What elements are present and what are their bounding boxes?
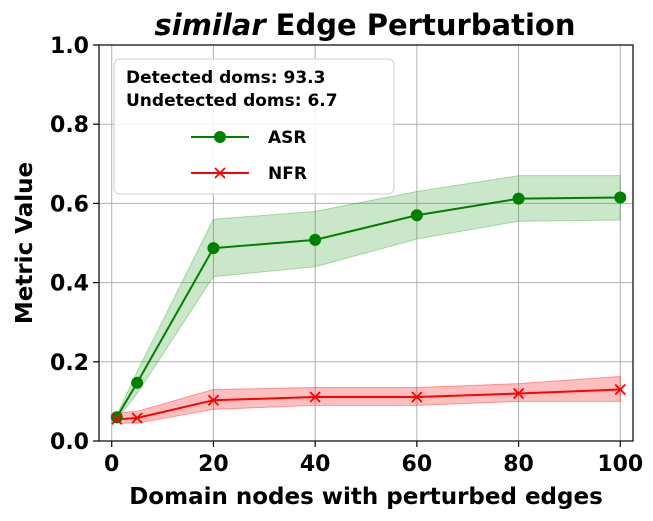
y-tick-label: 0.8 xyxy=(50,113,89,138)
plot-frame xyxy=(98,44,634,442)
x-tick-label: 80 xyxy=(503,452,534,477)
legend-label-nfr: NFR xyxy=(268,164,307,184)
y-tick-label: 0.0 xyxy=(50,430,89,455)
chart-title-rest: Edge Perturbation xyxy=(276,8,576,42)
legend-header-detected: Detected doms: 93.3 xyxy=(126,68,325,88)
asr-point xyxy=(131,376,144,389)
nfr-point xyxy=(411,391,423,403)
x-tick-label: 60 xyxy=(402,452,433,477)
axis-ticks: 0 20 40 60 80 100 0.0 0.2 0.4 0.6 0.8 1.0 xyxy=(50,34,643,477)
asr-point xyxy=(512,192,525,205)
series-markers xyxy=(110,191,627,425)
nfr-point xyxy=(614,383,626,396)
x-tick-label: 100 xyxy=(597,452,643,477)
legend-label-asr: ASR xyxy=(268,128,307,148)
nfr-point xyxy=(512,387,525,400)
y-tick-label: 0.4 xyxy=(50,272,89,297)
chart-title-emphasis: similar xyxy=(155,8,268,42)
asr-point xyxy=(410,209,423,222)
nfr-point xyxy=(309,391,321,403)
asr-band xyxy=(116,175,621,421)
x-tick-label: 40 xyxy=(300,452,331,477)
asr-point xyxy=(614,191,627,204)
x-tick-label: 20 xyxy=(198,452,229,477)
legend-marker-nfr xyxy=(214,167,226,179)
nfr-point xyxy=(207,394,220,406)
x-tick-label: 0 xyxy=(104,452,119,477)
legend-marker-asr xyxy=(214,131,226,143)
legend-entries: ASR NFR xyxy=(191,128,307,184)
y-tick-label: 0.2 xyxy=(50,351,89,376)
nfr-point xyxy=(111,413,123,425)
legend-header-undetected: Undetected doms: 6.7 xyxy=(126,91,338,111)
y-tick-label: 0.6 xyxy=(50,192,89,217)
nfr-point xyxy=(131,412,143,424)
chart-title: similar Edge Perturbation xyxy=(155,8,576,42)
nfr-band xyxy=(116,375,621,424)
y-tick-label: 1.0 xyxy=(50,34,89,59)
asr-point xyxy=(207,242,220,255)
asr-point xyxy=(309,233,322,246)
confidence-bands xyxy=(116,175,621,424)
legend: Detected doms: 93.3 Undetected doms: 6.7… xyxy=(113,58,395,195)
legend-box xyxy=(113,58,395,195)
y-axis-label: Metric Value xyxy=(12,162,38,324)
asr-point xyxy=(110,411,123,424)
x-axis-label: Domain nodes with perturbed edges xyxy=(129,484,603,510)
